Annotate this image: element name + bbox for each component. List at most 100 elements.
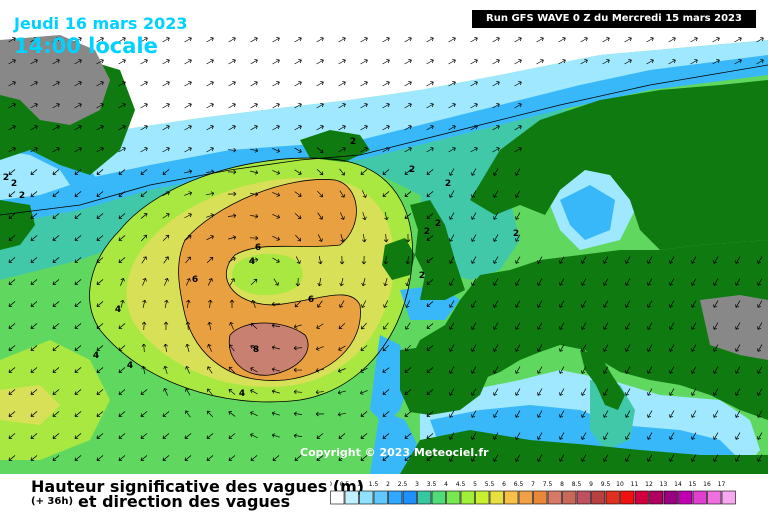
direction-arrow-icon xyxy=(536,59,544,65)
direction-arrow-icon xyxy=(669,300,675,308)
direction-arrow-icon xyxy=(118,169,126,175)
legend-swatch xyxy=(373,490,388,505)
direction-arrow-icon xyxy=(8,213,16,219)
direction-arrow-icon xyxy=(383,300,389,308)
direction-arrow-icon xyxy=(493,168,499,176)
direction-arrow-icon xyxy=(228,103,236,109)
direction-arrow-icon xyxy=(228,366,236,374)
direction-arrow-icon xyxy=(74,345,82,351)
direction-arrow-icon xyxy=(734,37,742,43)
legend-swatch xyxy=(634,490,649,505)
direction-arrow-icon xyxy=(581,454,587,462)
direction-arrow-icon xyxy=(316,37,324,43)
direction-arrow-icon xyxy=(184,235,192,241)
direction-arrow-icon xyxy=(493,366,499,374)
direction-arrow-icon xyxy=(338,103,346,109)
direction-arrow-icon xyxy=(295,256,301,264)
legend-tick-label: 11 xyxy=(631,481,639,488)
direction-arrow-icon xyxy=(8,147,16,153)
direction-arrow-icon xyxy=(404,344,411,352)
direction-arrow-icon xyxy=(492,147,500,153)
direction-arrow-icon xyxy=(581,366,587,374)
direction-arrow-icon xyxy=(537,278,543,286)
direction-arrow-icon xyxy=(449,234,455,242)
direction-arrow-icon xyxy=(558,37,566,43)
direction-arrow-icon xyxy=(537,366,543,374)
direction-arrow-icon xyxy=(669,432,675,440)
legend-swatch xyxy=(344,490,359,505)
direction-arrow-icon xyxy=(74,59,82,65)
direction-arrow-icon xyxy=(339,168,345,176)
direction-arrow-icon xyxy=(206,103,214,109)
legend-tick-label: 4.5 xyxy=(456,481,466,488)
direction-arrow-icon xyxy=(163,388,168,396)
contour-label: 2 xyxy=(3,173,9,183)
direction-arrow-icon xyxy=(118,125,126,131)
direction-arrow-icon xyxy=(294,191,302,197)
direction-arrow-icon xyxy=(74,433,82,439)
direction-arrow-icon xyxy=(712,37,720,43)
direction-arrow-icon xyxy=(207,366,213,374)
direction-arrow-icon xyxy=(757,388,763,396)
contour-label: 6 xyxy=(255,243,261,253)
direction-arrow-icon xyxy=(647,344,653,352)
direction-arrow-icon xyxy=(470,103,478,109)
direction-arrow-icon xyxy=(30,433,38,439)
direction-arrow-icon xyxy=(118,103,126,109)
direction-arrow-icon xyxy=(52,411,60,417)
direction-arrow-icon xyxy=(757,322,763,330)
direction-arrow-icon xyxy=(294,81,302,87)
legend-tick-label: 13 xyxy=(660,481,668,488)
direction-arrow-icon xyxy=(537,300,543,308)
direction-arrow-icon xyxy=(74,191,82,197)
direction-arrow-icon xyxy=(449,388,455,396)
direction-arrow-icon xyxy=(470,81,478,87)
direction-arrow-icon xyxy=(8,455,16,461)
legend-tick-label: 3.5 xyxy=(427,481,437,488)
direction-arrow-icon xyxy=(142,278,147,286)
direction-arrow-icon xyxy=(228,257,236,263)
direction-arrow-icon xyxy=(382,411,390,417)
direction-arrow-icon xyxy=(141,321,147,331)
direction-arrow-icon xyxy=(515,344,521,352)
direction-arrow-icon xyxy=(581,432,587,440)
direction-arrow-icon xyxy=(141,365,146,374)
direction-arrow-icon xyxy=(493,278,499,286)
direction-arrow-icon xyxy=(228,59,236,65)
direction-arrow-icon xyxy=(52,169,60,175)
direction-arrow-icon xyxy=(647,454,653,462)
direction-arrow-icon xyxy=(8,37,16,43)
direction-arrow-icon xyxy=(492,103,500,109)
legend-swatch xyxy=(605,490,620,505)
direction-arrow-icon xyxy=(118,59,126,65)
direction-arrow-icon xyxy=(163,365,168,374)
direction-arrow-icon xyxy=(449,212,455,220)
direction-arrow-icon xyxy=(8,191,16,197)
direction-arrow-icon xyxy=(294,169,302,175)
direction-arrow-icon xyxy=(625,278,631,286)
direction-arrow-icon xyxy=(118,235,126,241)
direction-arrow-icon xyxy=(713,322,719,330)
direction-arrow-icon xyxy=(735,432,741,440)
direction-arrow-icon xyxy=(537,454,543,462)
copyright-notice: Copyright © 2023 Meteociel.fr xyxy=(300,446,489,459)
direction-arrow-icon xyxy=(74,169,82,175)
direction-arrow-icon xyxy=(449,366,455,374)
direction-arrow-icon xyxy=(141,234,148,242)
direction-arrow-icon xyxy=(96,257,104,263)
direction-arrow-icon xyxy=(581,278,587,286)
direction-arrow-icon xyxy=(30,411,38,417)
arctic-light-blue-band xyxy=(0,40,768,210)
direction-arrow-icon xyxy=(515,366,521,374)
direction-arrow-icon xyxy=(735,366,741,374)
direction-arrow-icon xyxy=(668,59,676,65)
direction-arrow-icon xyxy=(537,344,543,352)
direction-arrow-icon xyxy=(360,103,368,109)
direction-arrow-icon xyxy=(52,213,60,219)
direction-arrow-icon xyxy=(96,345,104,351)
direction-arrow-icon xyxy=(184,213,192,219)
direction-arrow-icon xyxy=(184,125,192,131)
legend-swatch xyxy=(489,490,504,505)
direction-arrow-icon xyxy=(293,389,303,395)
legend-swatch xyxy=(475,490,490,505)
